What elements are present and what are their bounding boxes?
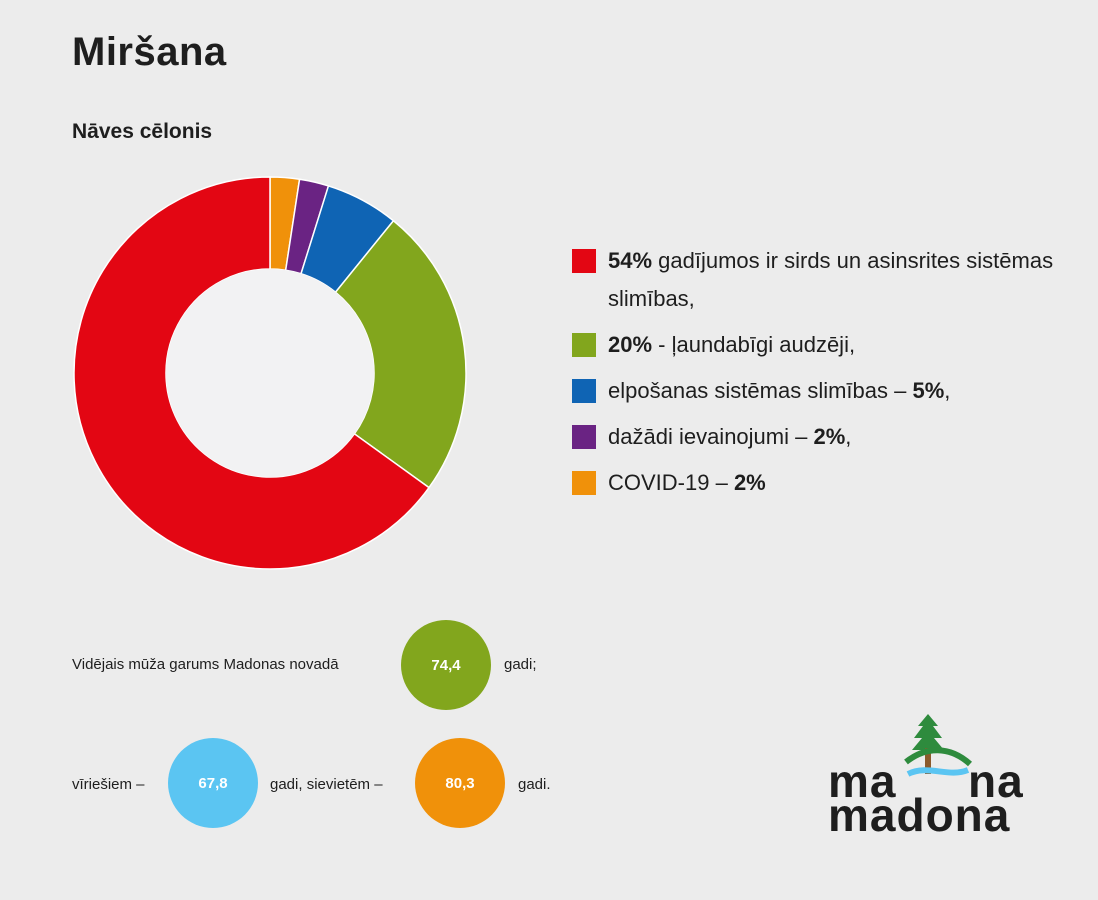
legend-item-respiratory: elpošanas sistēmas slimības – 5%, <box>572 372 1072 410</box>
legend-suffix-injuries: , <box>845 424 852 449</box>
legend-label-heart: gadījumos ir sirds un asinsrites sistēma… <box>608 248 1054 311</box>
donut-hole <box>166 269 374 477</box>
legend-value-cancer: 20% <box>608 332 653 357</box>
donut-chart <box>73 176 467 570</box>
legend-item-heart: 54% gadījumos ir sirds un asinsrites sis… <box>572 242 1072 318</box>
legend-swatch-covid <box>572 471 596 495</box>
logo-text-madona: madona <box>828 789 1011 841</box>
women-life-expectancy-bubble: 80,3 <box>415 738 505 828</box>
legend-label-covid: COVID-19 – <box>608 470 734 495</box>
legend-label-cancer: - ļaundabīgi audzēji, <box>652 332 856 357</box>
life-expectancy-label: Vidējais mūža garums Madonas novadā <box>72 656 339 673</box>
legend-label-injuries: dažādi ievainojumi – <box>608 424 814 449</box>
madona-logo: ma na madona <box>828 712 1038 838</box>
logo-text-ma: ma <box>828 755 897 807</box>
women-unit: gadi. <box>518 776 551 793</box>
legend-item-covid: COVID-19 – 2% <box>572 464 1072 502</box>
legend-label-respiratory: elpošanas sistēmas slimības – <box>608 378 913 403</box>
life-expectancy-unit: gadi; <box>504 656 537 673</box>
legend-swatch-respiratory <box>572 379 596 403</box>
tree-icon <box>904 714 973 777</box>
men-life-expectancy-bubble: 67,8 <box>168 738 258 828</box>
legend-value-covid: 2% <box>733 470 766 495</box>
legend-swatch-cancer <box>572 333 596 357</box>
chart-legend: 54% gadījumos ir sirds un asinsrites sis… <box>572 242 1072 510</box>
women-label: gadi, sievietēm – <box>270 776 383 793</box>
life-expectancy-total-bubble: 74,4 <box>401 620 491 710</box>
logo-text-na: na <box>968 755 1024 807</box>
legend-suffix-respiratory: , <box>944 378 951 403</box>
legend-value-respiratory: 5% <box>912 378 945 403</box>
chart-title: Nāves cēlonis <box>72 120 213 143</box>
legend-item-injuries: dažādi ievainojumi – 2%, <box>572 418 1072 456</box>
page-title: Miršana <box>72 30 227 74</box>
legend-value-heart: 54% <box>608 248 653 273</box>
legend-swatch-injuries <box>572 425 596 449</box>
legend-item-cancer: 20% - ļaundabīgi audzēji, <box>572 326 1072 364</box>
men-label: vīriešiem – <box>72 776 145 793</box>
legend-value-injuries: 2% <box>813 424 846 449</box>
legend-swatch-heart <box>572 249 596 273</box>
